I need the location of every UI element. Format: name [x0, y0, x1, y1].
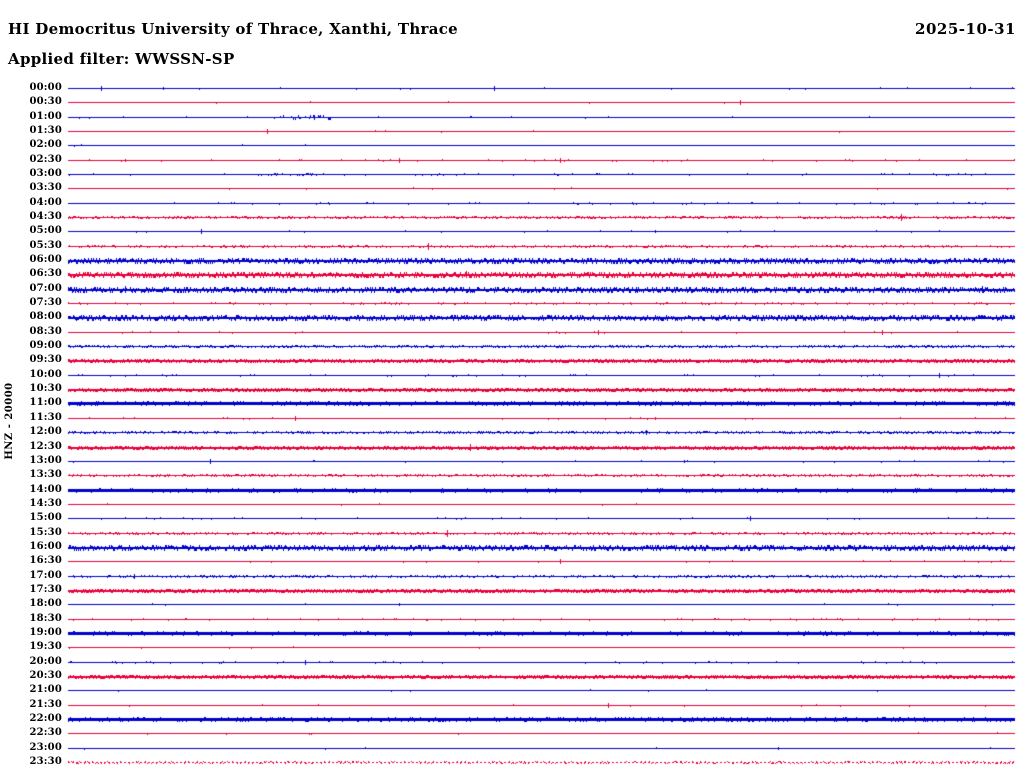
time-label: 08:00	[29, 311, 62, 322]
time-label: 03:00	[29, 168, 62, 179]
time-label: 07:00	[29, 283, 62, 294]
time-label: 07:30	[29, 297, 62, 308]
time-label: 18:30	[29, 613, 62, 624]
time-label: 15:00	[29, 512, 62, 523]
time-label: 18:00	[29, 598, 62, 609]
time-label: 11:30	[29, 412, 62, 423]
time-label: 06:30	[29, 268, 62, 279]
time-label: 01:30	[29, 125, 62, 136]
time-label: 05:30	[29, 240, 62, 251]
time-label: 10:00	[29, 369, 62, 380]
time-label: 02:30	[29, 154, 62, 165]
time-label: 08:30	[29, 326, 62, 337]
time-label: 11:00	[29, 397, 62, 408]
time-label: 05:00	[29, 225, 62, 236]
time-label: 19:30	[29, 641, 62, 652]
time-label: 03:30	[29, 182, 62, 193]
time-label: 15:30	[29, 527, 62, 538]
time-label: 16:00	[29, 541, 62, 552]
time-label: 22:00	[29, 713, 62, 724]
time-label: 20:00	[29, 656, 62, 667]
time-label: 01:00	[29, 111, 62, 122]
time-label: 23:30	[29, 756, 62, 767]
time-label: 22:30	[29, 727, 62, 738]
time-label: 00:00	[29, 82, 62, 93]
time-label: 20:30	[29, 670, 62, 681]
time-label: 13:30	[29, 469, 62, 480]
time-label: 09:00	[29, 340, 62, 351]
time-label: 21:30	[29, 699, 62, 710]
time-label: 19:00	[29, 627, 62, 638]
time-label: 12:30	[29, 441, 62, 452]
time-label: 21:00	[29, 684, 62, 695]
time-label: 14:00	[29, 484, 62, 495]
time-label: 04:30	[29, 211, 62, 222]
time-label: 17:30	[29, 584, 62, 595]
time-label: 06:00	[29, 254, 62, 265]
time-label: 12:00	[29, 426, 62, 437]
time-label: 16:30	[29, 555, 62, 566]
time-label: 23:00	[29, 742, 62, 753]
time-label: 14:30	[29, 498, 62, 509]
time-label: 04:00	[29, 197, 62, 208]
time-label: 10:30	[29, 383, 62, 394]
time-label: 09:30	[29, 354, 62, 365]
time-label: 02:00	[29, 139, 62, 150]
time-label: 00:30	[29, 96, 62, 107]
time-label: 13:00	[29, 455, 62, 466]
time-label: 17:00	[29, 570, 62, 581]
